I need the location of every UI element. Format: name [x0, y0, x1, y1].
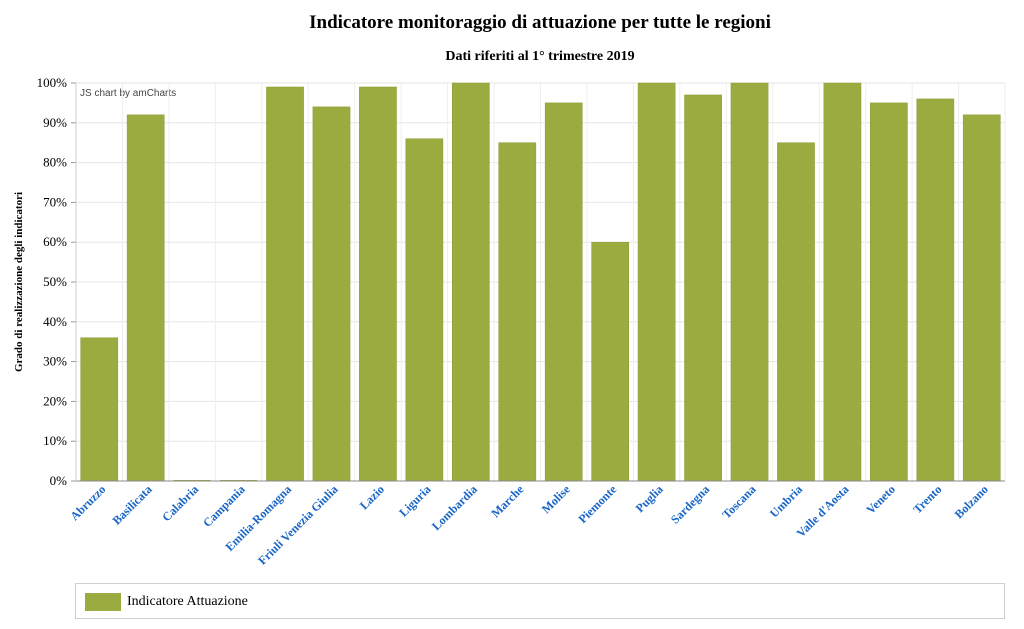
y-tick-labels: 0% 10% 20% 30% 40% 50% 60% 70% 80% 90% 100% — [37, 75, 68, 488]
x-tick-labels: Abruzzo Basilicata CalabriaCampaniaEmilia-… — [67, 482, 991, 568]
x-tick-label-toscana[interactable]: Toscana — [719, 482, 758, 521]
y-tick-label: 30% — [43, 354, 67, 369]
chart-title: Indicatore monitoraggio di attuazione pe… — [309, 12, 771, 33]
bar-liguria[interactable] — [405, 138, 444, 482]
y-tick-label: 20% — [43, 393, 67, 408]
bar-trento[interactable] — [916, 98, 955, 482]
x-tick-label-sardegna[interactable]: Sardegna — [668, 482, 712, 526]
x-tick-label-friuli-venezia-giulia[interactable]: Friuli Venezia Giulia — [255, 482, 340, 567]
x-tick-label-campania[interactable]: Campania — [200, 482, 248, 530]
x-tick-label-molise[interactable]: Molise — [539, 482, 573, 516]
bar-umbria[interactable] — [777, 142, 815, 482]
y-tick-label: 10% — [43, 433, 67, 448]
y-tick-label: 0% — [50, 473, 68, 488]
x-tick-label-lombardia[interactable]: Lombardia — [429, 482, 480, 533]
grid-lines — [71, 82, 1006, 482]
chart-credit[interactable]: JS chart by amCharts — [80, 88, 176, 99]
legend-swatch — [85, 593, 121, 611]
bar-basilicata[interactable] — [126, 114, 165, 482]
bar-toscana[interactable] — [730, 82, 769, 482]
bar-abruzzo[interactable] — [80, 337, 119, 482]
bar-bolzano[interactable] — [962, 114, 1001, 482]
bar-piemonte[interactable] — [591, 241, 630, 482]
bar-puglia[interactable] — [637, 82, 676, 482]
x-tick-label-liguria[interactable]: Liguria — [396, 482, 433, 519]
x-tick-label-lazio[interactable]: Lazio — [357, 482, 387, 512]
y-tick-label: 100% — [37, 75, 68, 90]
x-tick-label-marche[interactable]: Marche — [488, 482, 526, 520]
legend: Indicatore Attuazione — [75, 583, 1005, 619]
legend-item-indicatore-attuazione[interactable]: Indicatore Attuazione — [85, 593, 248, 611]
bar-marche[interactable] — [498, 142, 537, 482]
bars — [80, 82, 1001, 482]
x-tick-label-calabria[interactable]: Calabria — [159, 482, 201, 524]
axes — [75, 83, 1005, 482]
x-tick-label-abruzzo[interactable]: Abruzzo — [67, 482, 108, 523]
chart-subtitle: Dati riferiti al 1° trimestre 2019 — [445, 49, 634, 64]
y-tick-label: 90% — [43, 115, 67, 130]
bar-lombardia[interactable] — [451, 82, 490, 482]
y-tick-label: 40% — [43, 314, 67, 329]
y-tick-label: 60% — [43, 234, 67, 249]
bar-valle-d-aosta[interactable] — [823, 82, 862, 482]
y-tick-label: 50% — [43, 274, 67, 289]
bar-emilia-romagna[interactable] — [266, 86, 304, 482]
legend-label: Indicatore Attuazione — [127, 594, 248, 609]
y-axis-label: Grado di realizzazione degli indicatori — [13, 192, 25, 372]
y-tick-label: 80% — [43, 155, 67, 170]
x-tick-label-basilicata[interactable]: Basilicata — [110, 482, 155, 527]
bar-lazio[interactable] — [359, 86, 397, 482]
x-tick-label-bolzano[interactable]: Bolzano — [952, 482, 991, 521]
x-tick-label-puglia[interactable]: Puglia — [633, 482, 666, 515]
bar-friuli-venezia-giulia[interactable] — [312, 106, 351, 482]
bar-sardegna[interactable] — [684, 94, 722, 482]
y-tick-label: 70% — [43, 194, 67, 209]
x-tick-label-piemonte[interactable]: Piemonte — [575, 482, 619, 526]
x-tick-label-veneto[interactable]: Veneto — [863, 482, 898, 517]
bar-veneto[interactable] — [870, 102, 908, 482]
x-tick-label-trento[interactable]: Trento — [910, 482, 944, 516]
bar-molise[interactable] — [544, 102, 583, 482]
x-tick-label-umbria[interactable]: Umbria — [767, 482, 805, 520]
